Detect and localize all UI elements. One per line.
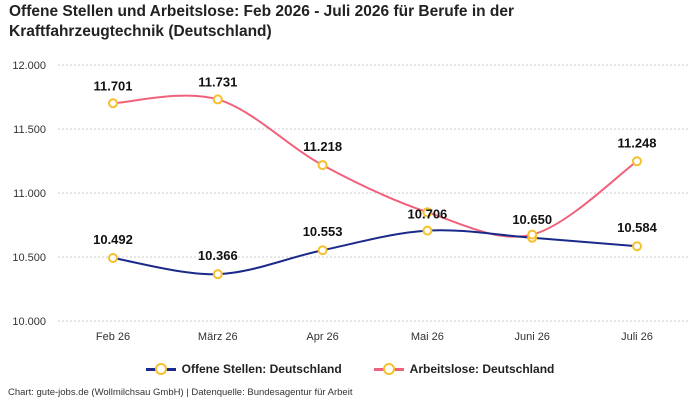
legend-swatch-arbeitslose-icon — [373, 363, 404, 375]
y-tick-label: 10.000 — [12, 316, 46, 328]
source-footer: Chart: gute-jobs.de (Wollmilchsau GmbH) … — [8, 387, 353, 398]
y-tick-label: 11.500 — [13, 124, 46, 136]
data-point-offene — [632, 241, 642, 252]
data-point-arbeitslose — [108, 98, 118, 109]
legend-item-offene[interactable]: Offene Stellen: Deutschland — [145, 362, 342, 376]
data-label-arbeitslose: 11.218 — [303, 139, 342, 154]
legend-label-arbeitslose: Arbeitslose: Deutschland — [409, 362, 555, 376]
data-label-offene: 10.584 — [617, 220, 658, 235]
line-chart: 10.000 10.500 11.000 11.500 12.000 Feb 26 März… — [12, 60, 688, 343]
x-tick-label: Juni 26 — [514, 331, 549, 343]
legend: Offene Stellen: Deutschland Arbeitslose:… — [0, 362, 700, 376]
x-tick-label: Apr 26 — [306, 331, 338, 343]
data-label-offene: 10.366 — [198, 248, 238, 263]
data-point-arbeitslose — [632, 156, 642, 167]
data-label-offene: 10.492 — [93, 232, 133, 247]
y-tick-label: 12.000 — [12, 60, 46, 72]
legend-swatch-offene-icon — [145, 363, 176, 375]
y-tick-label: 11.000 — [13, 188, 46, 200]
legend-label-offene: Offene Stellen: Deutschland — [181, 362, 342, 376]
data-point-offene — [108, 253, 118, 264]
data-label-offene: 10.650 — [512, 212, 552, 227]
data-point-arbeitslose — [317, 160, 328, 171]
data-label-arbeitslose: 11.701 — [93, 78, 132, 93]
data-label-offene: 10.553 — [303, 224, 343, 239]
data-label-offene: 10.706 — [408, 207, 448, 222]
legend-item-arbeitslose[interactable]: Arbeitslose: Deutschland — [373, 362, 555, 376]
series-line-arbeitslose — [112, 94, 638, 238]
data-point-offene — [317, 245, 328, 256]
chart-title: Offene Stellen und Arbeitslose: Feb 2026… — [9, 3, 515, 40]
data-point-arbeitslose — [527, 229, 538, 240]
data-label-arbeitslose: 11.248 — [617, 135, 656, 150]
x-tick-label: Mai 26 — [411, 331, 444, 343]
x-tick-label: März 26 — [198, 331, 238, 343]
x-tick-label: Feb 26 — [96, 331, 130, 343]
data-point-offene — [212, 269, 223, 280]
y-tick-label: 10.500 — [12, 252, 46, 264]
data-point-arbeitslose — [212, 94, 223, 105]
x-tick-label: Juli 26 — [621, 331, 653, 343]
data-point-offene — [422, 225, 433, 236]
series-line-offene — [112, 229, 638, 276]
data-point-arbeitslose — [422, 207, 433, 218]
data-label-arbeitslose: 11.731 — [198, 74, 237, 89]
